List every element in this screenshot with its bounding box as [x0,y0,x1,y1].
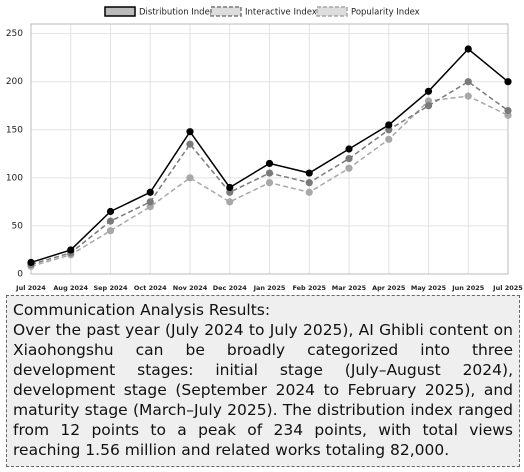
text-box-title: Communication Analysis Results: [13,301,271,319]
point [265,159,274,168]
x-tick-label: Mar 2025 [332,284,367,292]
point [186,128,194,136]
point [424,102,433,110]
point [385,121,393,129]
chart: 0 50 100 150 200 250 Jul 2024 Aug 2024 Sep 2024 O… [6,6,523,292]
point [305,169,313,177]
point [345,155,353,163]
point [464,45,472,53]
point [226,183,234,192]
legend-swatch [316,6,348,17]
point [146,198,154,206]
x-tick-label: Oct 2024 [134,284,167,292]
point [504,106,512,115]
point [305,179,313,187]
point [504,78,512,86]
point [226,198,234,206]
legend-label: Popularity Index [351,8,420,18]
x-tick-label: May 2025 [411,284,447,292]
y-tick-label: 100 [6,173,23,183]
x-tick-label: Aug 2024 [53,284,88,292]
point [146,188,154,196]
x-tick-label: Feb 2025 [292,284,326,292]
legend-swatch [210,6,242,17]
point [305,188,313,196]
x-tick-label: Jun 2025 [451,284,485,292]
point [265,179,274,187]
legend-swatch [104,6,136,17]
y-tick-label: 250 [6,29,23,39]
x-tick-label: Dec 2024 [213,284,247,292]
x-tick-label: Jan 2025 [253,284,286,292]
x-tick-label: Sep 2024 [93,284,128,292]
x-tick-label: Apr 2025 [372,284,406,292]
point [186,174,194,182]
y-tick-label: 200 [6,77,23,87]
point [265,169,274,177]
point [424,87,433,95]
point [464,78,472,86]
point [67,246,75,254]
x-tick-label: Jul 2025 [492,284,523,292]
y-tick-label: 0 [17,270,23,280]
x-tick-label: Jul 2024 [15,284,46,292]
legend-label: Interactive Index [245,8,317,18]
point [106,227,115,235]
point [27,258,35,267]
point [345,164,353,172]
point [464,92,472,100]
legend-label: Distribution Index [139,8,215,18]
point [106,217,115,225]
point [345,145,353,153]
plot-frame [30,23,509,275]
text-box: Communication Analysis Results: Over the… [6,295,520,467]
y-tick-label: 150 [6,125,23,135]
point [186,140,194,148]
text-box-body: Over the past year (July 2024 to July 20… [13,321,513,459]
y-tick-label: 50 [12,221,24,231]
x-tick-label: Nov 2024 [173,284,208,292]
point [106,207,115,216]
point [385,135,393,143]
